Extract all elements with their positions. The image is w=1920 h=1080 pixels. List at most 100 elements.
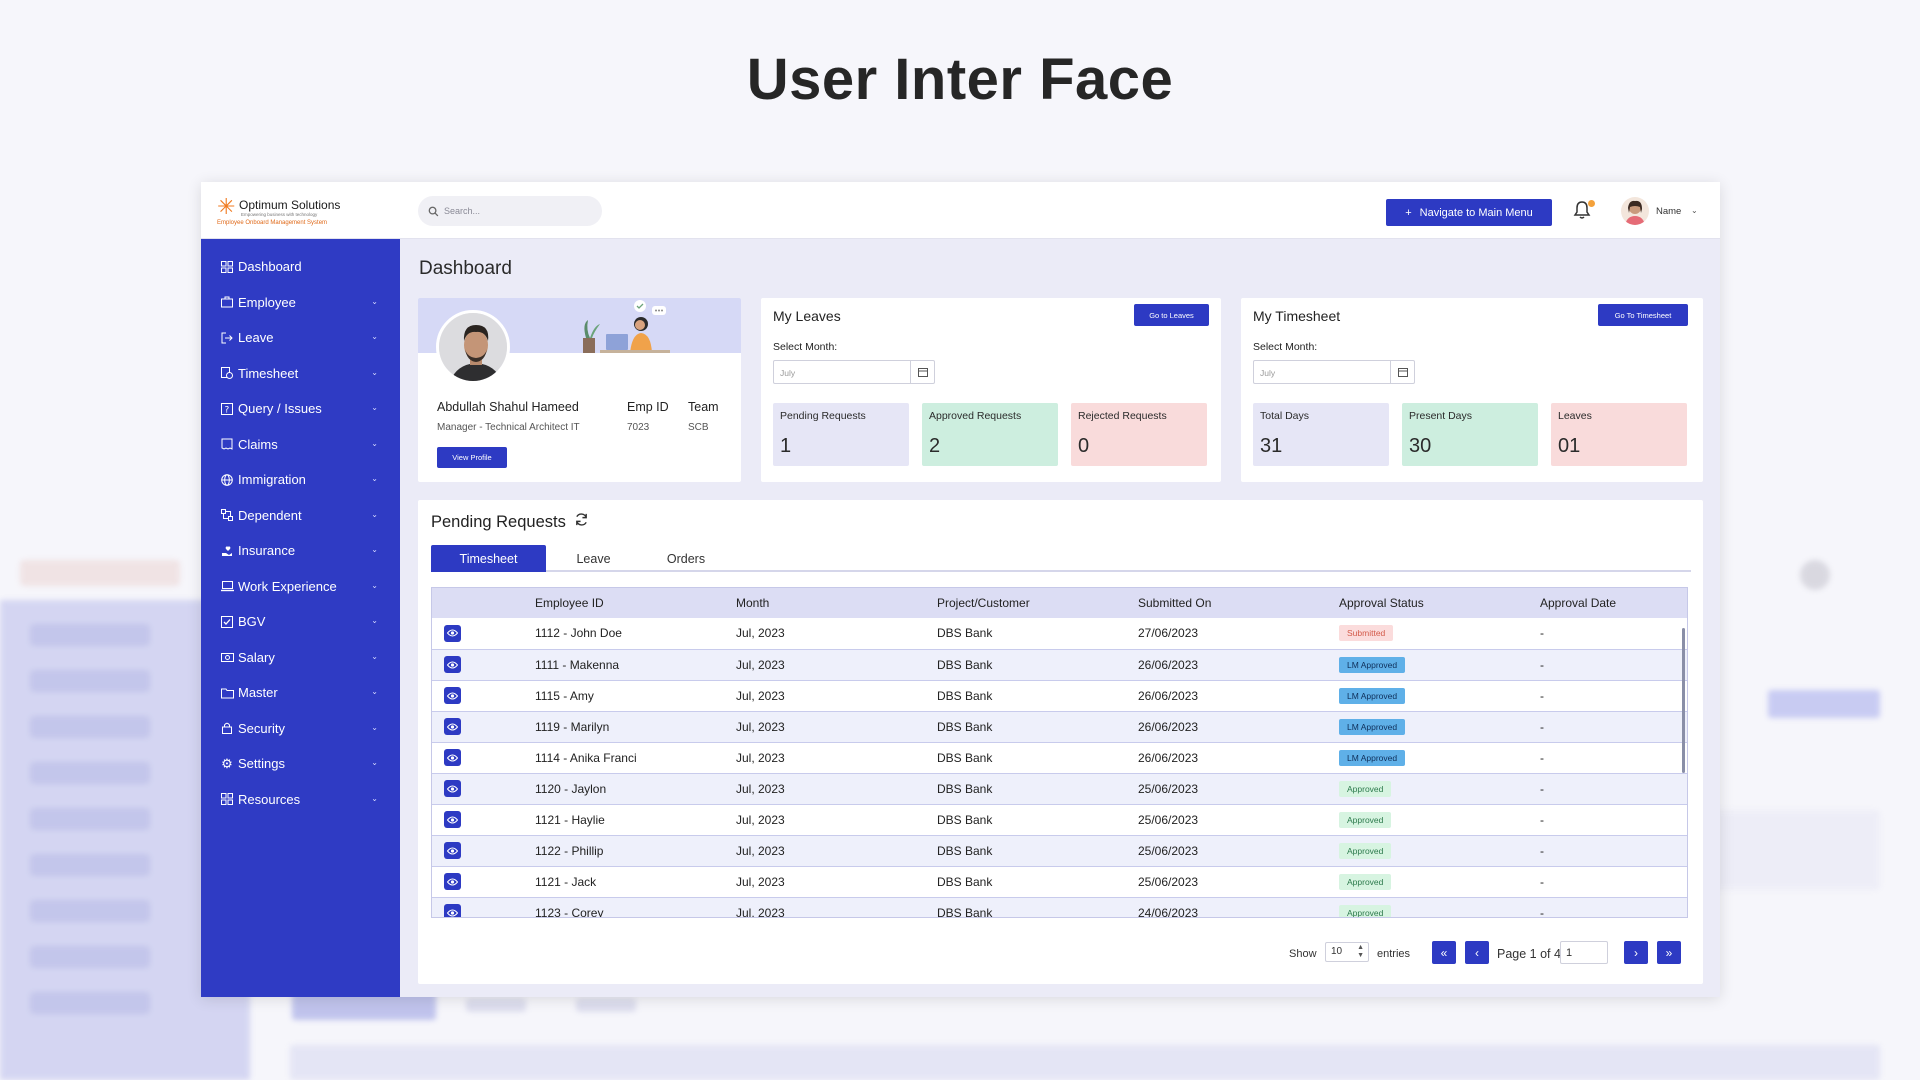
- table-row[interactable]: 1121 - Haylie Jul, 2023 DBS Bank 25/06/2023…: [432, 804, 1687, 835]
- project-cell: DBS Bank: [937, 750, 993, 765]
- view-cell: [432, 742, 535, 773]
- tab-timesheet[interactable]: Timesheet: [431, 545, 546, 572]
- view-eye-icon[interactable]: [444, 811, 461, 828]
- sidebar-item-bgv[interactable]: BGV ⌄: [201, 604, 400, 640]
- view-eye-icon[interactable]: [444, 749, 461, 766]
- app-window: ✳ Optimum Solutions Empowering business …: [201, 182, 1720, 997]
- approval-date-cell: -: [1540, 905, 1544, 918]
- ghost-card: [1700, 810, 1880, 890]
- month-picker[interactable]: July: [773, 360, 935, 384]
- table-row[interactable]: 1119 - Marilyn Jul, 2023 DBS Bank 26/06/202…: [432, 711, 1687, 742]
- status-badge: Approved: [1339, 842, 1392, 859]
- emp-id-value: 7023: [627, 422, 650, 433]
- table-row[interactable]: 1123 - Corey Jul, 2023 DBS Bank 24/06/2023 A…: [432, 897, 1687, 918]
- calendar-icon[interactable]: [1390, 361, 1414, 383]
- calendar-icon[interactable]: [910, 361, 934, 383]
- tab-orders[interactable]: Orders: [666, 551, 706, 566]
- sidebar-item-timesheet[interactable]: Timesheet ⌄: [201, 356, 400, 392]
- column-header[interactable]: Approval Status: [1339, 596, 1424, 610]
- table-row[interactable]: 1121 - Jack Jul, 2023 DBS Bank 25/06/2023 Ap…: [432, 866, 1687, 897]
- sidebar-item-dependent[interactable]: Dependent ⌄: [201, 498, 400, 534]
- search-box[interactable]: [418, 196, 602, 226]
- view-profile-button[interactable]: View Profile: [437, 447, 507, 468]
- sidebar-item-claims[interactable]: Claims ⌄: [201, 427, 400, 463]
- ghost-button: [1768, 690, 1880, 718]
- next-page-button[interactable]: ›: [1624, 941, 1648, 964]
- column-header[interactable]: Approval Date: [1540, 596, 1617, 610]
- stat-value: 30: [1409, 435, 1432, 457]
- search-input[interactable]: [444, 202, 594, 220]
- status-badge: Submitted: [1339, 625, 1394, 642]
- sidebar-item-work-experience[interactable]: Work Experience ⌄: [201, 569, 400, 605]
- sidebar-item-leave[interactable]: Leave ⌄: [201, 320, 400, 356]
- sidebar-item-insurance[interactable]: Insurance ⌄: [201, 533, 400, 569]
- sidebar-item-dashboard[interactable]: Dashboard: [201, 249, 400, 285]
- sidebar-item-settings[interactable]: ⚙ Settings ⌄: [201, 746, 400, 782]
- sidebar-item-resources[interactable]: Resources ⌄: [201, 782, 400, 818]
- chevron-down-icon[interactable]: ⌄: [1691, 206, 1698, 215]
- month-picker[interactable]: July: [1253, 360, 1415, 384]
- user-name[interactable]: Name: [1656, 206, 1682, 217]
- sidebar-item-query-issues[interactable]: ? Query / Issues ⌄: [201, 391, 400, 427]
- table-row[interactable]: 1120 - Jaylon Jul, 2023 DBS Bank 25/06/2023…: [432, 773, 1687, 804]
- page-size-select[interactable]: 10 ▲ ▼: [1325, 942, 1369, 962]
- profile-avatar: [436, 310, 510, 384]
- month-cell: Jul, 2023: [736, 781, 785, 796]
- column-header[interactable]: Project/Customer: [937, 596, 1030, 610]
- submitted-on-cell: 24/06/2023: [1138, 905, 1199, 918]
- table-header-row: Employee ID Month Project/Customer Submi…: [432, 588, 1687, 618]
- pending-requests-panel: Pending Requests Timesheet Leave Orders …: [418, 500, 1703, 984]
- column-header[interactable]: Month: [736, 596, 770, 610]
- chevron-down-icon: ⌄: [371, 651, 378, 661]
- refresh-icon[interactable]: [574, 512, 589, 532]
- view-eye-icon[interactable]: [444, 873, 461, 890]
- approval-status-cell: LM Approved: [1339, 711, 1540, 742]
- team-value: SCB: [688, 422, 709, 433]
- chevron-down-icon: ⌄: [371, 367, 378, 377]
- employee-id-cell: 1121 - Jack: [535, 874, 597, 889]
- notifications-button[interactable]: [1573, 200, 1595, 222]
- view-eye-icon[interactable]: [444, 624, 461, 642]
- page-number-input[interactable]: [1560, 941, 1608, 964]
- sidebar-item-master[interactable]: Master ⌄: [201, 675, 400, 711]
- go-to-timesheet-button[interactable]: Go To Timesheet: [1598, 304, 1688, 326]
- table-row[interactable]: 1114 - Anika Franci Jul, 2023 DBS Bank 26/0…: [432, 742, 1687, 773]
- chevron-down-icon: ⌄: [371, 545, 378, 554]
- table-row[interactable]: 1115 - Amy Jul, 2023 DBS Bank 26/06/2023 LM …: [432, 680, 1687, 711]
- view-eye-icon[interactable]: [444, 656, 461, 673]
- sidebar-item-employee[interactable]: Employee ⌄: [201, 285, 400, 321]
- chevron-down-icon: ⌄: [371, 509, 378, 519]
- view-eye-icon[interactable]: [444, 780, 461, 797]
- first-page-button[interactable]: «: [1432, 941, 1456, 964]
- table-row[interactable]: 1112 - John Doe Jul, 2023 DBS Bank 27/06/20…: [432, 618, 1687, 649]
- table-row[interactable]: 1122 - Phillip Jul, 2023 DBS Bank 25/06/202…: [432, 835, 1687, 866]
- sidebar-item-immigration[interactable]: Immigration ⌄: [201, 462, 400, 498]
- prev-page-button[interactable]: ‹: [1465, 941, 1489, 964]
- column-header[interactable]: Submitted On: [1138, 596, 1212, 610]
- chevron-down-icon: ⌄: [371, 722, 378, 732]
- project-cell: DBS Bank: [937, 812, 993, 827]
- view-eye-icon[interactable]: [444, 718, 461, 735]
- project-cell: DBS Bank: [937, 874, 993, 889]
- table-scrollbar[interactable]: [1682, 628, 1685, 773]
- page-title: Dashboard: [419, 258, 512, 279]
- view-eye-icon[interactable]: [444, 687, 461, 704]
- tab-leave[interactable]: Leave: [576, 551, 611, 566]
- navigate-main-menu-button[interactable]: + Navigate to Main Menu: [1386, 199, 1552, 226]
- column-header[interactable]: Employee ID: [535, 596, 604, 610]
- sidebar-item-security[interactable]: Security ⌄: [201, 711, 400, 747]
- table-row[interactable]: 1111 - Makenna Jul, 2023 DBS Bank 26/06/202…: [432, 649, 1687, 680]
- brand-logo[interactable]: ✳ Optimum Solutions Empowering business …: [217, 196, 367, 230]
- user-avatar[interactable]: [1621, 197, 1649, 225]
- sun-logo-icon: ✳: [217, 194, 236, 219]
- last-page-button[interactable]: »: [1657, 941, 1681, 964]
- requests-table-container[interactable]: Employee ID Month Project/Customer Submi…: [431, 587, 1688, 918]
- view-eye-icon[interactable]: [444, 842, 461, 859]
- view-eye-icon[interactable]: [444, 904, 461, 917]
- sidebar-item-label: Timesheet: [238, 365, 299, 381]
- employee-id-cell: 1122 - Phillip: [535, 843, 604, 858]
- my-timesheet-card: My Timesheet Go To Timesheet Select Mont…: [1241, 298, 1703, 482]
- sidebar-item-salary[interactable]: Salary ⌄: [201, 640, 400, 676]
- go-to-leaves-button[interactable]: Go to Leaves: [1134, 304, 1209, 326]
- project-cell: DBS Bank: [937, 905, 993, 918]
